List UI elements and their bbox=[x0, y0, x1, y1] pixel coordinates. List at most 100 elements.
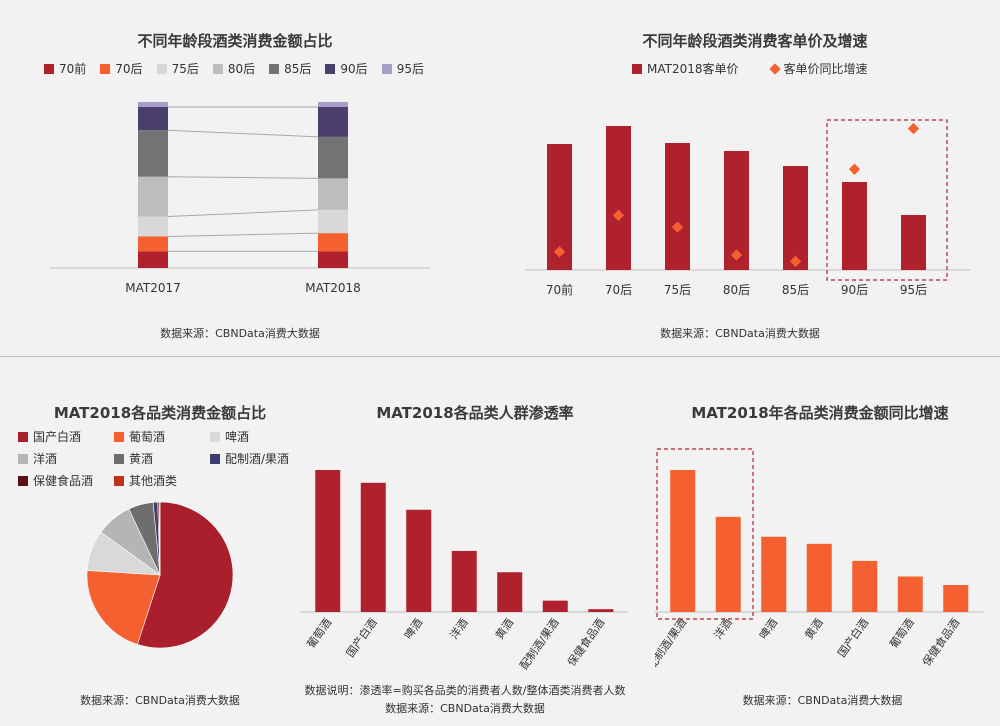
legend-swatch bbox=[381, 63, 392, 74]
growth-point bbox=[612, 209, 625, 222]
growth-point bbox=[907, 122, 920, 135]
bar bbox=[497, 572, 523, 612]
stack-segment bbox=[318, 106, 348, 137]
legend-swatch bbox=[18, 431, 28, 442]
stack-segment bbox=[318, 209, 348, 234]
chart4-note: 数据说明：渗透率=购买各品类的消费者人数/整体酒类消费者人数 bbox=[304, 684, 626, 697]
chart5-bars: 配制酒/果酒 洋酒 啤酒 黄酒 国产白酒 葡萄酒 保健食品酒 bbox=[655, 448, 984, 672]
x-tick-label: 黄酒 bbox=[802, 616, 826, 642]
stack-segment bbox=[138, 236, 168, 252]
pie-slice bbox=[86, 570, 161, 645]
chart2-title: 不同年龄段酒类消费客单价及增速 bbox=[642, 32, 868, 50]
legend-item-point: 客单价同比增速 bbox=[768, 60, 868, 77]
x-tick-label: 保健食品酒 bbox=[919, 616, 962, 669]
chart2-bars: 70前 70后 75后 80后 85后 90后 95后 bbox=[525, 119, 970, 297]
legend-swatch bbox=[114, 475, 124, 486]
bar bbox=[783, 166, 808, 270]
legend-label: 保健食品酒 bbox=[33, 474, 94, 488]
legend-swatch bbox=[325, 63, 336, 74]
x-tick-label: 国产白酒 bbox=[343, 616, 380, 660]
chart1-source: 数据来源：CBNData消费大数据 bbox=[160, 327, 320, 340]
legend-item: 其他酒类 bbox=[114, 472, 210, 489]
x-tick-label: 配制酒/果酒 bbox=[655, 616, 689, 672]
legend-label: 75后 bbox=[171, 62, 199, 76]
x-tick-label: 葡萄酒 bbox=[887, 616, 917, 650]
legend-item: 国产白酒 bbox=[18, 428, 114, 445]
bar bbox=[360, 482, 386, 612]
growth-point bbox=[730, 249, 743, 261]
stack-segment bbox=[318, 251, 348, 268]
chart4-source: 数据来源：CBNData消费大数据 bbox=[385, 702, 545, 715]
growth-point bbox=[848, 163, 861, 175]
pie-slice bbox=[137, 501, 234, 649]
legend-label: 70后 bbox=[115, 62, 143, 76]
legend-label: 葡萄酒 bbox=[129, 430, 166, 444]
x-tick-label: 配制酒/果酒 bbox=[517, 616, 561, 672]
stack-segment bbox=[138, 251, 168, 268]
legend-swatch bbox=[210, 431, 220, 442]
x-tick-label: MAT2017 bbox=[125, 281, 181, 295]
legend-label: 其他酒类 bbox=[129, 474, 178, 488]
section-divider bbox=[0, 356, 1000, 357]
legend-swatch bbox=[100, 63, 111, 74]
legend-item: 80后 bbox=[212, 60, 256, 77]
legend-label: 80后 bbox=[227, 62, 256, 76]
legend-item: 75后 bbox=[156, 60, 199, 77]
bar bbox=[761, 536, 787, 612]
legend-swatch bbox=[632, 63, 642, 74]
chart3-legend: 国产白酒 葡萄酒 啤酒洋酒 黄酒 配制酒/果酒保健食品酒 其他酒类 bbox=[18, 428, 318, 489]
bar bbox=[406, 509, 432, 612]
pie-slice bbox=[158, 501, 161, 576]
bar bbox=[715, 516, 741, 612]
bar bbox=[606, 126, 631, 270]
legend-label: MAT2018客单价 bbox=[647, 62, 739, 76]
x-tick-label: 85后 bbox=[782, 283, 809, 297]
legend-label: 黄酒 bbox=[129, 452, 154, 466]
legend-swatch bbox=[210, 453, 220, 464]
legend-item: 啤酒 bbox=[210, 428, 306, 445]
x-tick-label: 75后 bbox=[664, 283, 691, 297]
legend-label: 客单价同比增速 bbox=[783, 62, 868, 76]
x-tick-label: MAT2018 bbox=[305, 281, 361, 295]
stack-segment bbox=[138, 102, 168, 107]
bar bbox=[670, 470, 696, 612]
legend-item: 90后 bbox=[325, 60, 368, 77]
bar bbox=[315, 470, 341, 612]
legend-label: 95后 bbox=[396, 62, 424, 76]
legend-item: 配制酒/果酒 bbox=[210, 450, 306, 467]
legend-swatch bbox=[44, 63, 54, 74]
legend-label: 洋酒 bbox=[33, 452, 58, 466]
x-tick-label: 95后 bbox=[900, 283, 927, 297]
growth-point bbox=[789, 255, 802, 268]
bar bbox=[588, 609, 614, 612]
chart2-source: 数据来源：CBNData消费大数据 bbox=[660, 327, 820, 340]
x-tick-label: 啤酒 bbox=[756, 616, 780, 642]
legend-item: 95后 bbox=[381, 60, 424, 77]
bar bbox=[897, 576, 923, 612]
connector-line bbox=[167, 129, 319, 138]
bar bbox=[806, 543, 832, 612]
x-tick-label: 洋酒 bbox=[447, 616, 471, 642]
stack-segment bbox=[138, 130, 168, 177]
stack-segment bbox=[318, 178, 348, 210]
connector-line bbox=[167, 232, 319, 237]
x-tick-label: 国产白酒 bbox=[835, 616, 872, 660]
stack-segment bbox=[138, 216, 168, 237]
legend-label: 国产白酒 bbox=[33, 430, 82, 444]
highlight-box bbox=[826, 119, 948, 281]
x-tick-label: 啤酒 bbox=[401, 616, 425, 642]
legend-item: 葡萄酒 bbox=[114, 428, 210, 445]
chart1-title: 不同年龄段酒类消费金额占比 bbox=[137, 32, 333, 50]
growth-point bbox=[671, 221, 684, 233]
legend-label: 啤酒 bbox=[225, 430, 250, 444]
chart3-source: 数据来源：CBNData消费大数据 bbox=[80, 694, 240, 707]
bar bbox=[542, 600, 568, 612]
legend-swatch bbox=[18, 453, 28, 464]
legend-swatch bbox=[18, 475, 28, 486]
x-tick-label: 黄酒 bbox=[492, 616, 516, 642]
connector-line bbox=[167, 176, 319, 179]
stack-segment bbox=[138, 176, 168, 217]
legend-item: 保健食品酒 bbox=[18, 472, 114, 489]
stack-segment bbox=[318, 102, 348, 107]
legend-item: 70前 bbox=[44, 60, 86, 77]
